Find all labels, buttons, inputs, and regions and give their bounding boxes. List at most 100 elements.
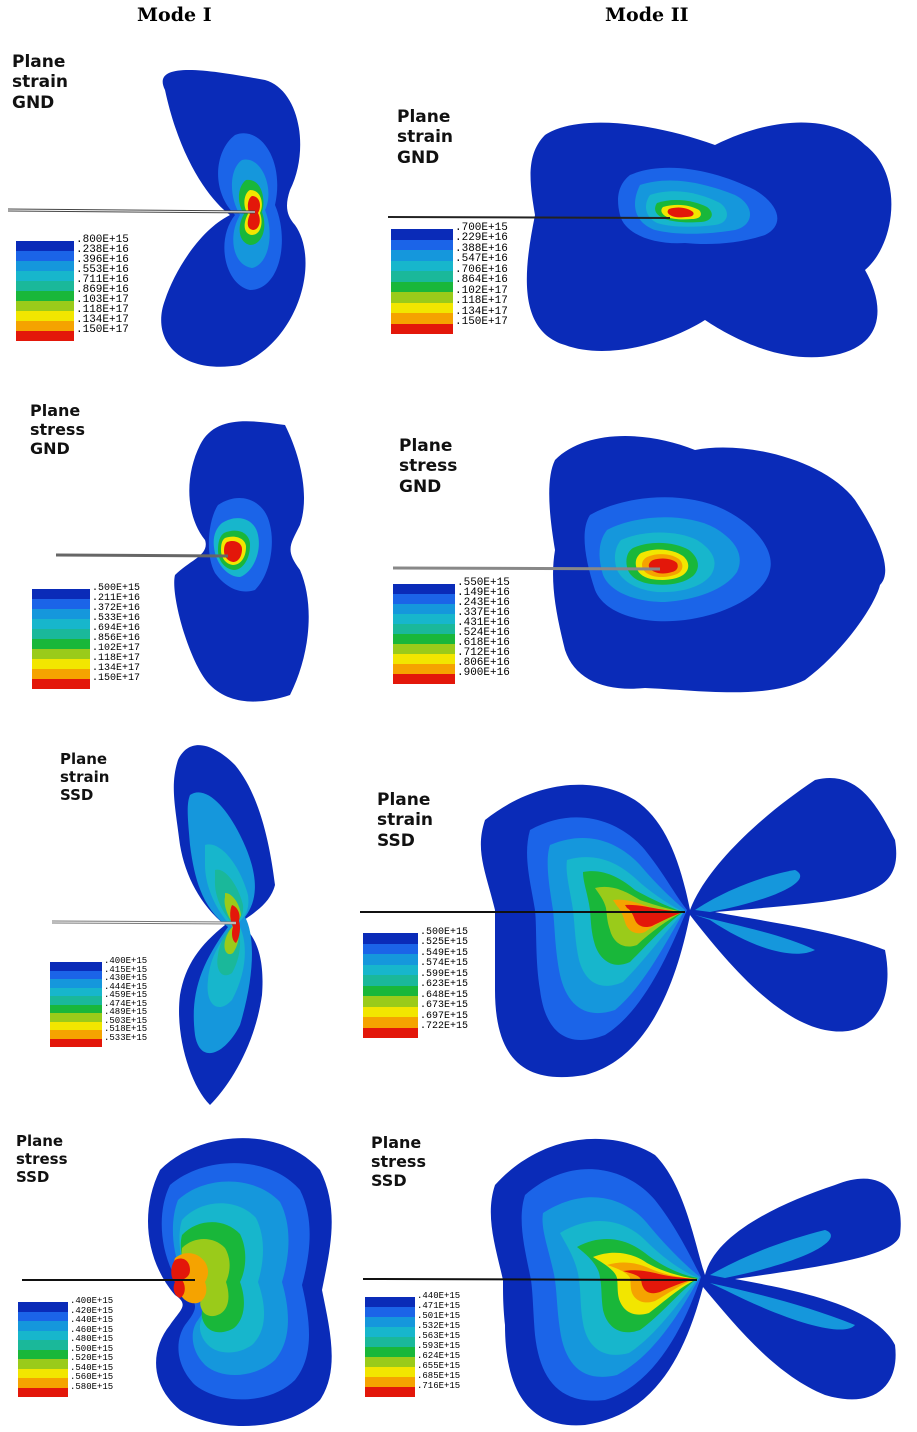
legend-value: .400E+15	[104, 956, 148, 967]
legend-swatch	[18, 1302, 68, 1312]
crack-line	[22, 1279, 195, 1281]
panel-label: Plane stress GND	[30, 401, 85, 459]
column-title-mode-ii: Mode II	[605, 4, 689, 26]
legend-swatch	[391, 271, 453, 282]
legend-swatch	[16, 301, 74, 311]
legend-swatch	[363, 1006, 418, 1017]
legend-value: .524E+16	[457, 626, 510, 639]
legend-value: .150E+17	[455, 316, 508, 329]
legend-swatch	[18, 1359, 68, 1369]
legend-swatch	[32, 609, 90, 619]
panel-label: Plane strain GND	[397, 107, 454, 168]
legend-swatch	[18, 1311, 68, 1321]
legend-swatch	[391, 292, 453, 303]
legend-value: .415E+15	[104, 964, 148, 975]
legend-value: .134E+17	[92, 662, 141, 674]
legend-value: .553E+16	[76, 263, 129, 276]
legend-swatch	[365, 1307, 415, 1317]
legend-swatch	[16, 241, 74, 251]
legend-value: .489E+15	[104, 1007, 148, 1018]
legend-value: .102E+17	[92, 642, 141, 654]
legend-swatch	[363, 933, 418, 944]
legend-value: .624E+15	[417, 1351, 461, 1362]
crack-line	[360, 911, 685, 913]
legend-value: .900E+16	[457, 666, 510, 679]
legend-swatch	[16, 261, 74, 271]
legend-swatch	[363, 1027, 418, 1038]
legend-value: .118E+17	[76, 303, 129, 316]
contour-plot-mode1-plane-stress-ssd: Plane stress SSD .400E+15.420E+15.440E+15.…	[0, 1130, 430, 1432]
panel-label: Plane strain SSD	[60, 750, 110, 804]
legend-value: .580E+15	[70, 1381, 114, 1392]
contour-map	[549, 436, 886, 693]
legend-value: .547E+16	[455, 253, 508, 266]
legend-value: .118E+17	[455, 295, 508, 308]
legend-swatch	[393, 644, 455, 654]
legend-swatch	[50, 979, 102, 988]
legend-value: .440E+15	[417, 1291, 461, 1302]
legend-swatch	[18, 1330, 68, 1340]
legend-swatch	[32, 619, 90, 629]
legend-swatch	[16, 271, 74, 281]
contour-map	[148, 1138, 332, 1427]
legend-value: .134E+17	[455, 305, 508, 318]
legend-swatch	[363, 954, 418, 965]
legend-swatch	[50, 1013, 102, 1022]
legend-value: .712E+16	[457, 646, 510, 659]
legend-value: .501E+15	[417, 1311, 461, 1322]
legend-swatch	[391, 281, 453, 292]
legend-swatch	[18, 1368, 68, 1378]
contour-plot-mode2-plane-strain-ssd: Plane strain SSD .500E+15.525E+15.549E+15.…	[355, 760, 917, 1100]
legend-value: .518E+15	[104, 1024, 148, 1035]
legend-value: .532E+15	[417, 1321, 461, 1332]
contour-plot-mode2-plane-stress-ssd: Plane stress SSD .440E+15.471E+15.501E+15.…	[355, 1125, 917, 1432]
legend-swatch	[32, 669, 90, 679]
legend-value: .711E+16	[76, 273, 129, 286]
legend-value: .229E+16	[455, 232, 508, 245]
legend-value: .574E+15	[420, 958, 469, 969]
legend-swatch	[363, 943, 418, 954]
legend-swatch	[16, 281, 74, 291]
legend-value: .599E+15	[420, 968, 469, 980]
legend-swatch	[365, 1317, 415, 1327]
legend-value: .655E+15	[417, 1361, 461, 1372]
legend-swatch	[391, 250, 453, 261]
contour-map	[480, 778, 897, 1078]
legend-swatch	[16, 321, 74, 331]
legend-swatch	[32, 639, 90, 649]
legend-swatch	[363, 975, 418, 986]
legend-swatch	[363, 985, 418, 996]
legend-value: .623E+15	[420, 979, 469, 990]
legend-value: .238E+16	[76, 243, 129, 256]
legend-swatch	[391, 260, 453, 271]
legend-value: .430E+15	[104, 973, 148, 984]
legend-swatch	[16, 291, 74, 301]
legend-value: .400E+15	[70, 1296, 114, 1307]
legend-value: .149E+16	[457, 586, 510, 599]
legend-value: .533E+16	[92, 612, 141, 624]
legend-swatch	[50, 987, 102, 996]
legend-value: .337E+16	[457, 606, 510, 619]
legend-swatch	[363, 1017, 418, 1028]
legend-value: .864E+16	[455, 274, 508, 287]
contour-plot-mode1-plane-strain-gnd: Plane strain GND .800E+15.238E+16.396E+16.…	[0, 40, 430, 370]
legend-swatch	[393, 604, 455, 614]
legend-value: .500E+15	[92, 582, 141, 594]
legend-value: .694E+16	[92, 622, 141, 634]
legend-swatch	[393, 594, 455, 604]
legend-swatch	[18, 1378, 68, 1388]
panel-label: Plane stress SSD	[16, 1132, 68, 1186]
legend-swatch	[18, 1340, 68, 1350]
legend-swatch	[393, 664, 455, 674]
legend-swatch	[393, 624, 455, 634]
column-title-mode-i: Mode I	[137, 4, 212, 26]
legend-value: .560E+15	[70, 1372, 114, 1383]
contour-plot-mode2-plane-stress-gnd: Plane stress GND .550E+15.149E+16.243E+16.…	[385, 430, 915, 705]
panel-label: Plane strain SSD	[377, 790, 434, 851]
legend-value: .550E+15	[457, 576, 510, 589]
legend-swatch	[363, 964, 418, 975]
legend-swatch	[391, 313, 453, 324]
contour-plot-mode1-plane-strain-ssd: Plane strain SSD .400E+15.415E+15.430E+15.…	[0, 735, 430, 1115]
legend-value: .673E+15	[420, 1000, 469, 1011]
legend-swatch	[393, 634, 455, 644]
